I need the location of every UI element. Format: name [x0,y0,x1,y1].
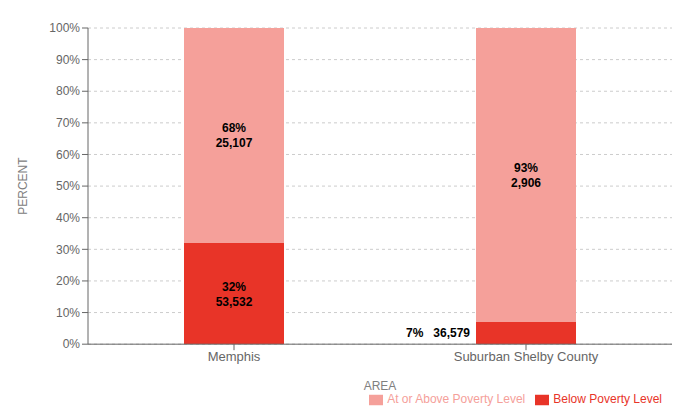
svg-text:93%2,906: 93%2,906 [511,161,541,190]
svg-text:20%: 20% [56,274,80,288]
svg-text:70%: 70% [56,116,80,130]
svg-text:50%: 50% [56,179,80,193]
svg-text:80%: 80% [56,84,80,98]
svg-text:40%: 40% [56,211,80,225]
svg-text:32%53,532: 32%53,532 [216,280,253,309]
svg-text:AREA: AREA [364,379,397,393]
svg-text:7%36,579: 7%36,579 [406,326,470,340]
svg-text:30%: 30% [56,243,80,257]
svg-text:68%25,107: 68%25,107 [216,121,253,150]
html-text:Below Poverty Level: Below Poverty Level [553,392,662,407]
svg-text:60%: 60% [56,148,80,162]
svg-text:10%: 10% [56,306,80,320]
svg-text:Memphis: Memphis [208,349,261,364]
svg-text:Suburban Shelby County: Suburban Shelby County [454,349,599,364]
svg-text:100%: 100% [49,21,80,35]
svg-text:0%: 0% [63,337,81,351]
svg-text:90%: 90% [56,53,80,67]
svg-text:PERCENT: PERCENT [16,157,30,215]
html-text:At or Above Poverty Level: At or Above Poverty Level [387,392,526,407]
